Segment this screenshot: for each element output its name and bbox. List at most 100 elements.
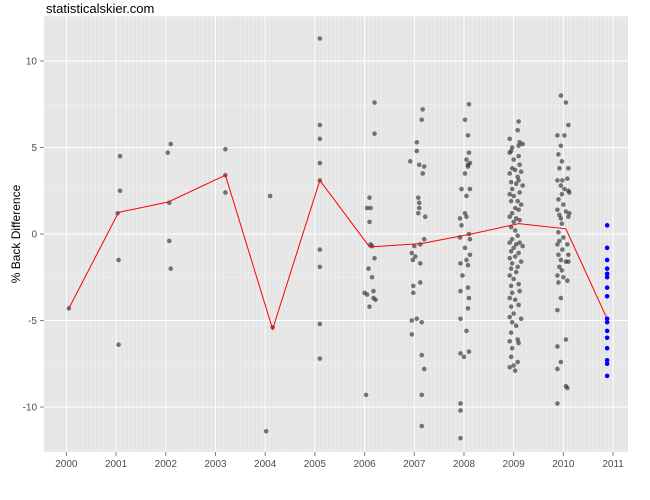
data-point bbox=[464, 193, 469, 199]
data-point bbox=[558, 143, 564, 149]
data-point bbox=[558, 257, 564, 263]
x-tick-label: 2007 bbox=[403, 459, 426, 470]
data-point bbox=[515, 337, 520, 342]
highlight-point bbox=[604, 373, 610, 379]
y-tick-label: -10 bbox=[23, 403, 38, 414]
data-point bbox=[464, 328, 469, 334]
data-point bbox=[561, 274, 566, 280]
data-point bbox=[556, 252, 561, 258]
data-point bbox=[464, 214, 469, 219]
data-point bbox=[410, 283, 416, 289]
data-point bbox=[562, 186, 567, 192]
y-tick-label: -5 bbox=[28, 316, 37, 327]
x-tick-label: 2000 bbox=[55, 459, 78, 470]
data-point bbox=[508, 148, 514, 154]
data-point bbox=[507, 314, 513, 320]
data-point bbox=[458, 351, 463, 356]
data-point bbox=[565, 176, 570, 181]
data-point bbox=[513, 242, 519, 247]
highlight-point bbox=[604, 316, 610, 322]
data-point bbox=[414, 140, 420, 145]
data-point bbox=[508, 266, 514, 271]
data-point bbox=[516, 207, 521, 213]
data-point bbox=[507, 214, 513, 219]
data-point bbox=[559, 159, 565, 164]
data-point bbox=[509, 290, 515, 296]
data-point bbox=[556, 152, 561, 157]
data-point bbox=[518, 316, 524, 322]
data-point bbox=[561, 202, 566, 207]
data-point bbox=[512, 167, 518, 173]
data-point bbox=[509, 145, 515, 150]
data-point bbox=[367, 195, 372, 200]
data-point bbox=[520, 183, 525, 188]
data-point bbox=[419, 319, 425, 325]
data-point bbox=[509, 210, 515, 216]
data-point bbox=[511, 276, 516, 282]
data-point bbox=[317, 264, 323, 270]
data-point bbox=[263, 428, 269, 434]
data-point bbox=[516, 119, 521, 124]
data-point bbox=[317, 356, 323, 361]
data-point bbox=[566, 214, 571, 219]
data-point bbox=[507, 240, 513, 245]
data-point bbox=[168, 266, 174, 271]
data-point bbox=[367, 219, 372, 225]
data-point bbox=[66, 306, 72, 311]
data-point bbox=[516, 281, 521, 287]
data-point bbox=[414, 316, 420, 322]
data-point bbox=[517, 288, 522, 294]
data-point bbox=[417, 242, 423, 247]
data-point bbox=[567, 210, 572, 216]
data-point bbox=[561, 235, 566, 240]
data-point bbox=[558, 93, 564, 98]
data-point bbox=[565, 278, 570, 284]
data-point bbox=[516, 250, 521, 256]
x-tick-label: 2010 bbox=[552, 459, 575, 470]
data-point bbox=[368, 205, 373, 211]
data-point bbox=[409, 332, 415, 337]
data-point bbox=[465, 164, 471, 169]
data-point bbox=[410, 257, 416, 263]
y-tick-label: 10 bbox=[26, 56, 38, 67]
highlight-point bbox=[604, 293, 610, 299]
mean-line bbox=[68, 174, 608, 331]
data-point bbox=[416, 162, 422, 168]
highlight-points bbox=[604, 223, 610, 379]
watermark: statisticalskier.com bbox=[46, 1, 155, 16]
data-point bbox=[168, 141, 174, 147]
data-point bbox=[419, 117, 425, 123]
data-point bbox=[511, 219, 516, 225]
data-point bbox=[367, 304, 372, 309]
data-point bbox=[507, 338, 513, 344]
data-point bbox=[558, 183, 564, 188]
data-point bbox=[411, 243, 417, 249]
data-point bbox=[166, 238, 172, 244]
data-point bbox=[512, 205, 518, 211]
y-axis-title: % Back Difference bbox=[9, 184, 23, 283]
y-tick-label: 5 bbox=[31, 143, 37, 154]
data-point bbox=[369, 243, 375, 249]
data-point bbox=[508, 283, 514, 289]
data-point bbox=[556, 280, 561, 285]
data-point bbox=[507, 295, 513, 301]
data-point bbox=[507, 255, 513, 261]
highlight-point bbox=[604, 345, 610, 351]
data-point bbox=[509, 319, 515, 325]
data-point bbox=[560, 247, 565, 252]
data-point bbox=[563, 337, 569, 342]
y-tick-label: 0 bbox=[31, 230, 37, 241]
highlight-point bbox=[604, 319, 610, 325]
data-point bbox=[458, 408, 463, 413]
data-point bbox=[465, 133, 471, 138]
data-point bbox=[317, 160, 323, 166]
highlight-point bbox=[604, 223, 610, 228]
data-point bbox=[116, 257, 121, 263]
data-point bbox=[516, 302, 521, 308]
data-point bbox=[223, 146, 228, 152]
data-point bbox=[509, 236, 515, 242]
data-point bbox=[419, 392, 425, 398]
data-point bbox=[562, 133, 567, 138]
data-point bbox=[117, 153, 123, 159]
